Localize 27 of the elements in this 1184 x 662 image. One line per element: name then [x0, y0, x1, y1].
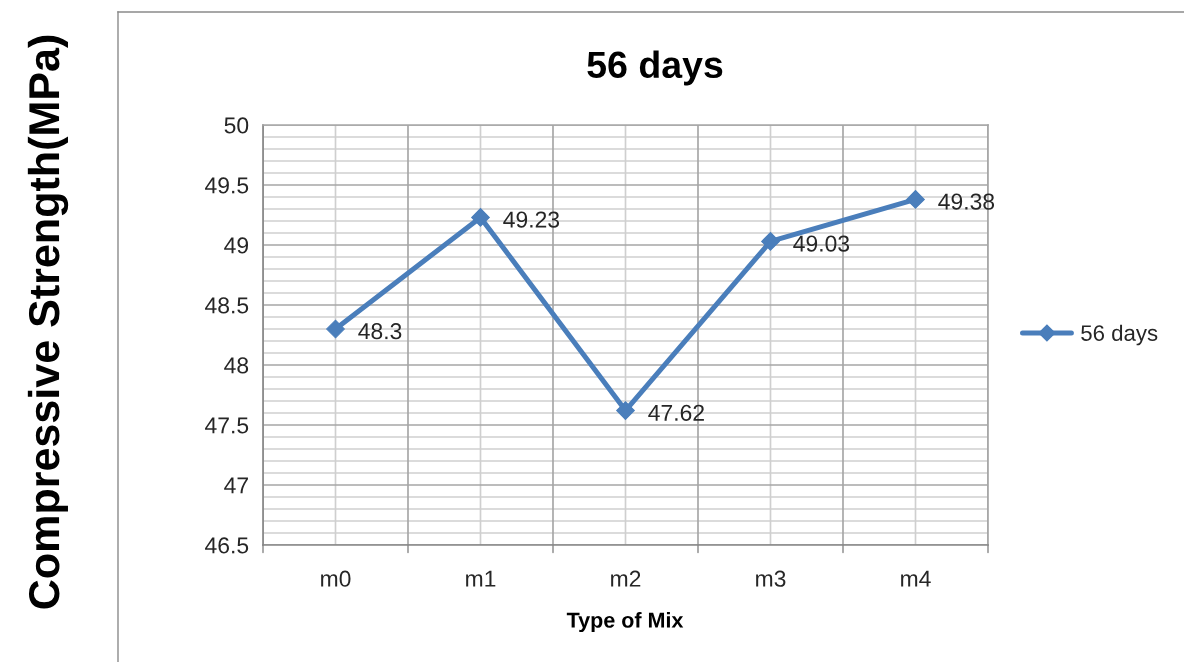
data-label: 49.03 — [793, 235, 850, 252]
y-tick-label: 50 — [224, 117, 249, 134]
y-tick-label: 48.5 — [205, 297, 249, 314]
x-tick-label: m4 — [901, 570, 931, 587]
y-tick-label: 48 — [224, 357, 249, 374]
x-tick-label: m1 — [466, 570, 496, 587]
y-axis-title: Compressive Strength(MPa) — [27, 35, 69, 609]
y-tick-label: 49.5 — [205, 177, 249, 194]
point — [471, 208, 490, 227]
data-label: 48.3 — [358, 323, 402, 340]
x-axis-title: Type of Mix — [566, 611, 684, 633]
y-tick-label: 46.5 — [205, 537, 249, 554]
data-label: 49.23 — [503, 211, 560, 228]
x-tick-label: m0 — [321, 570, 351, 587]
data-label: 49.38 — [938, 193, 995, 210]
data-label: 47.62 — [648, 404, 704, 421]
point — [761, 232, 780, 251]
y-tick-label: 49 — [224, 237, 249, 254]
y-tick-label: 47.5 — [205, 417, 249, 434]
chart-title: 56 days — [587, 50, 723, 86]
point — [906, 190, 925, 209]
point — [616, 401, 635, 420]
point — [326, 319, 345, 339]
y-tick-label: 47 — [224, 477, 248, 494]
legend-label: 56 days — [1081, 324, 1158, 346]
x-tick-label: m3 — [756, 570, 786, 587]
x-tick-label: m2 — [611, 570, 641, 587]
